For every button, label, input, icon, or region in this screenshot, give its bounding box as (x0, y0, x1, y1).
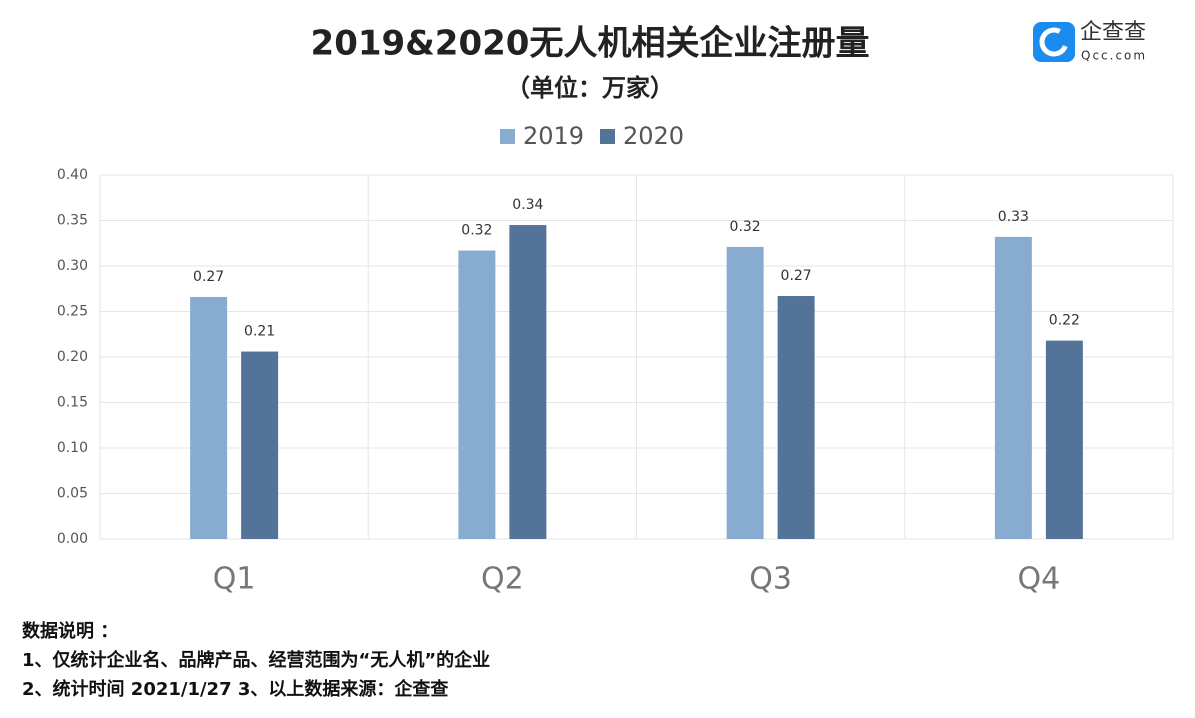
bar (458, 250, 496, 539)
bar (1045, 340, 1083, 539)
legend-label: 2019 (523, 122, 584, 150)
x-tick-label: Q4 (1018, 562, 1061, 597)
value-label: 0.27 (193, 269, 224, 285)
logo: 企查查 Qcc.com (1033, 20, 1147, 63)
y-tick-label: 0.40 (57, 167, 88, 183)
y-tick-label: 0.30 (57, 258, 88, 274)
y-tick-label: 0.15 (57, 395, 88, 411)
chart-subtitle: （单位：万家） (506, 74, 674, 102)
x-tick-label: Q3 (749, 562, 792, 597)
logo-site: Qcc.com (1081, 49, 1147, 63)
y-tick-label: 0.25 (57, 304, 88, 320)
bar (241, 351, 279, 539)
bar (994, 236, 1032, 539)
chart-title: 2019&2020无人机相关企业注册量 (311, 24, 870, 64)
y-tick-label: 0.05 (57, 486, 88, 502)
value-label: 0.22 (1049, 313, 1080, 329)
value-label: 0.32 (461, 223, 492, 239)
bar (777, 296, 815, 539)
y-tick-label: 0.10 (57, 440, 88, 456)
value-label: 0.32 (730, 219, 761, 235)
value-label: 0.27 (781, 268, 812, 284)
legend-swatch (600, 129, 615, 144)
bar (509, 225, 547, 540)
note: 1、仅统计企业名、品牌产品、经营范围为“无人机”的企业 (22, 649, 490, 671)
x-tick-label: Q2 (481, 562, 524, 597)
logo-name: 企查查 (1080, 20, 1146, 45)
legend-label: 2020 (623, 122, 684, 150)
value-label: 0.34 (512, 197, 543, 213)
value-label: 0.21 (244, 324, 275, 340)
note: 数据说明 ： (22, 620, 118, 642)
x-tick-label: Q1 (213, 562, 256, 597)
bar (190, 296, 228, 539)
note: 2、统计时间 2021/1/27 3、以上数据来源：企查查 (22, 678, 448, 700)
legend-swatch (500, 129, 515, 144)
value-label: 0.33 (998, 209, 1029, 225)
bar (726, 246, 764, 539)
y-tick-label: 0.35 (57, 213, 88, 229)
y-tick-label: 0.20 (57, 349, 88, 365)
y-tick-label: 0.00 (57, 531, 88, 547)
